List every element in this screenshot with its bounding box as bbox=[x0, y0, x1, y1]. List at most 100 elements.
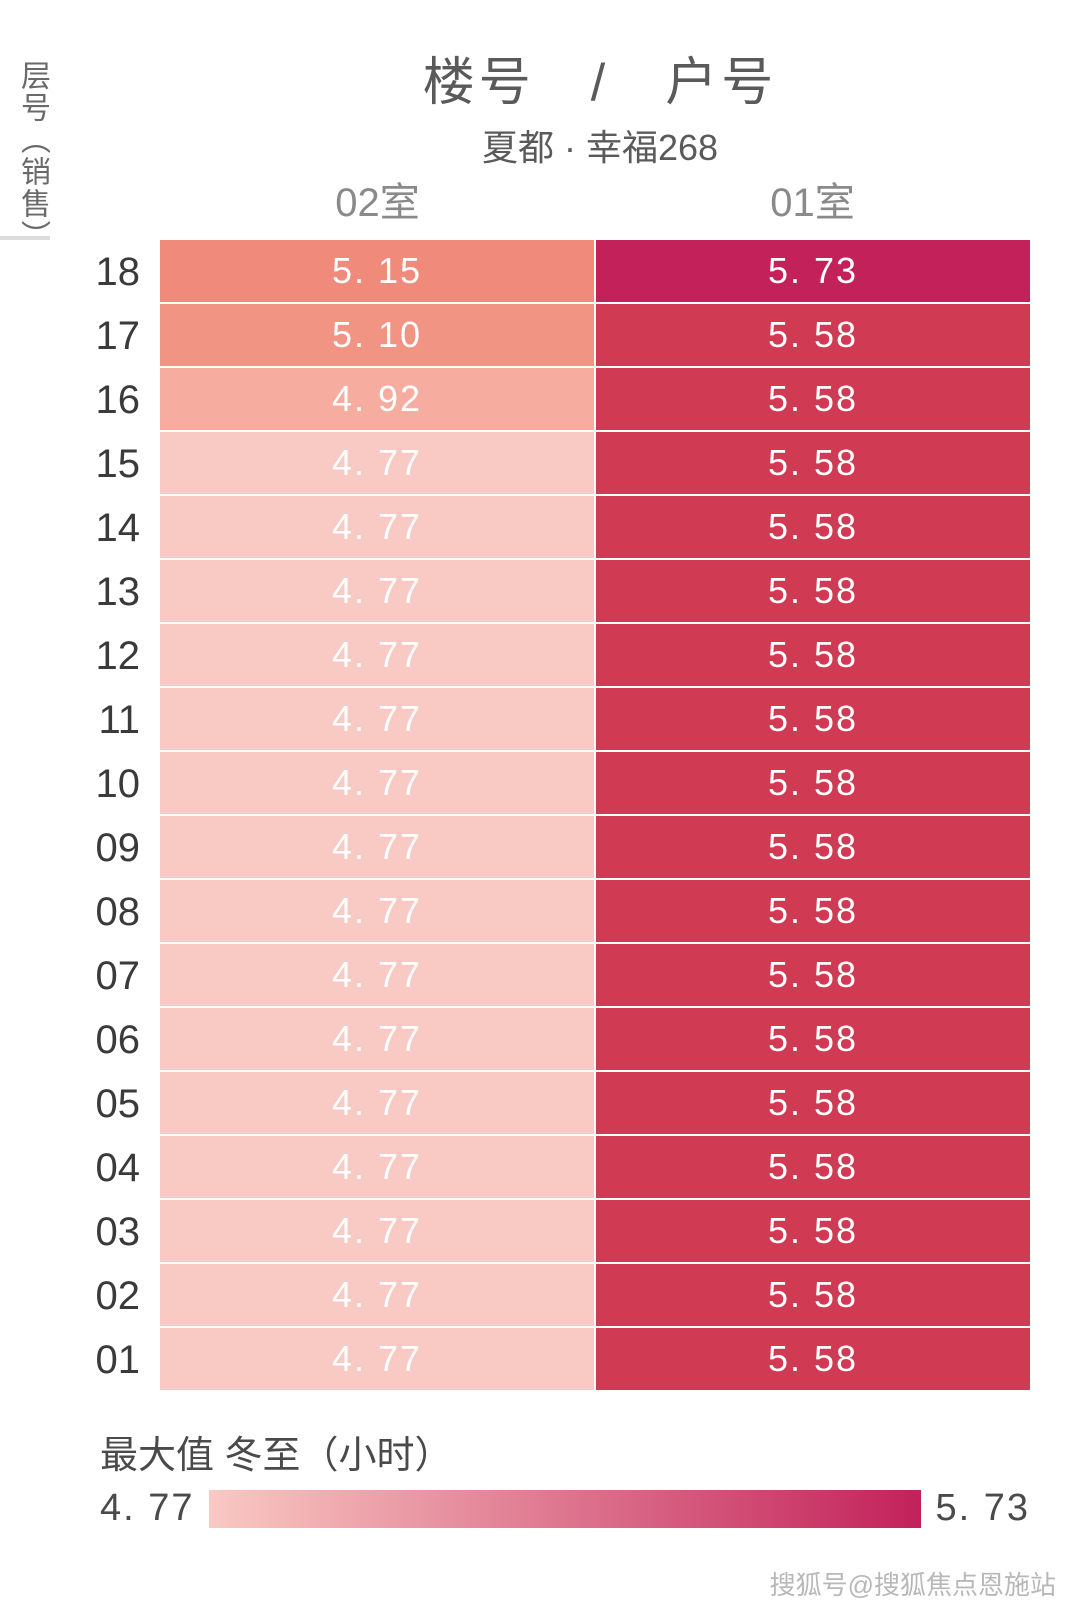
row-label: 15 bbox=[0, 432, 160, 496]
row-cells: 4. 775. 58 bbox=[160, 752, 1030, 816]
chart-subtitle: 夏都 · 幸福268 bbox=[160, 119, 1040, 171]
row-label: 13 bbox=[0, 560, 160, 624]
legend-title: 最大值 冬至（小时） bbox=[100, 1424, 1030, 1479]
row-label: 01 bbox=[0, 1328, 160, 1392]
row-cells: 5. 155. 73 bbox=[160, 240, 1030, 304]
row-label: 03 bbox=[0, 1200, 160, 1264]
row-cells: 4. 775. 58 bbox=[160, 496, 1030, 560]
row-cells: 4. 775. 58 bbox=[160, 944, 1030, 1008]
heatmap-cell: 5. 58 bbox=[596, 688, 1030, 752]
row-cells: 4. 775. 58 bbox=[160, 1264, 1030, 1328]
row-label: 17 bbox=[0, 304, 160, 368]
heatmap-cell: 4. 77 bbox=[160, 752, 594, 816]
heatmap-cell: 5. 58 bbox=[596, 944, 1030, 1008]
row-label: 12 bbox=[0, 624, 160, 688]
heatmap-row: 084. 775. 58 bbox=[0, 880, 1030, 944]
heatmap-cell: 5. 58 bbox=[596, 624, 1030, 688]
chart-header: 楼号 / 户号 夏都 · 幸福268 bbox=[160, 40, 1040, 171]
row-label: 04 bbox=[0, 1136, 160, 1200]
heatmap-cell: 4. 77 bbox=[160, 880, 594, 944]
heatmap-cell: 5. 58 bbox=[596, 368, 1030, 432]
heatmap-row: 185. 155. 73 bbox=[0, 240, 1030, 304]
row-cells: 5. 105. 58 bbox=[160, 304, 1030, 368]
row-cells: 4. 775. 58 bbox=[160, 688, 1030, 752]
heatmap-row: 014. 775. 58 bbox=[0, 1328, 1030, 1392]
row-cells: 4. 775. 58 bbox=[160, 432, 1030, 496]
heatmap-cell: 4. 77 bbox=[160, 1072, 594, 1136]
y-axis-label: 层号（销售） bbox=[10, 60, 54, 252]
heatmap-cell: 4. 92 bbox=[160, 368, 594, 432]
row-label: 14 bbox=[0, 496, 160, 560]
row-label: 05 bbox=[0, 1072, 160, 1136]
row-cells: 4. 775. 58 bbox=[160, 560, 1030, 624]
heatmap-cell: 4. 77 bbox=[160, 1136, 594, 1200]
heatmap-cell: 5. 58 bbox=[596, 816, 1030, 880]
heatmap-cell: 5. 15 bbox=[160, 240, 594, 304]
heatmap-row: 144. 775. 58 bbox=[0, 496, 1030, 560]
heatmap-cell: 5. 58 bbox=[596, 1200, 1030, 1264]
heatmap-row: 054. 775. 58 bbox=[0, 1072, 1030, 1136]
heatmap-cell: 5. 73 bbox=[596, 240, 1030, 304]
heatmap-cell: 4. 77 bbox=[160, 496, 594, 560]
heatmap-row: 044. 775. 58 bbox=[0, 1136, 1030, 1200]
column-header: 02室 bbox=[160, 170, 595, 228]
chart-title: 楼号 / 户号 bbox=[160, 40, 1040, 115]
heatmap-cell: 4. 77 bbox=[160, 816, 594, 880]
heatmap-row: 134. 775. 58 bbox=[0, 560, 1030, 624]
row-cells: 4. 775. 58 bbox=[160, 1136, 1030, 1200]
heatmap-cell: 4. 77 bbox=[160, 944, 594, 1008]
column-headers: 02室 01室 bbox=[160, 170, 1030, 228]
legend-max-label: 5. 73 bbox=[935, 1487, 1030, 1530]
heatmap-row: 154. 775. 58 bbox=[0, 432, 1030, 496]
heatmap-cell: 4. 77 bbox=[160, 560, 594, 624]
heatmap-row: 114. 775. 58 bbox=[0, 688, 1030, 752]
heatmap-row: 034. 775. 58 bbox=[0, 1200, 1030, 1264]
heatmap-row: 064. 775. 58 bbox=[0, 1008, 1030, 1072]
heatmap-cell: 5. 58 bbox=[596, 1136, 1030, 1200]
heatmap-cell: 5. 58 bbox=[596, 880, 1030, 944]
heatmap-cell: 4. 77 bbox=[160, 1328, 594, 1392]
heatmap-row: 074. 775. 58 bbox=[0, 944, 1030, 1008]
legend-gradient-bar bbox=[209, 1490, 922, 1528]
row-label: 09 bbox=[0, 816, 160, 880]
heatmap-cell: 5. 58 bbox=[596, 496, 1030, 560]
heatmap-row: 104. 775. 58 bbox=[0, 752, 1030, 816]
legend-min-label: 4. 77 bbox=[100, 1487, 195, 1530]
heatmap-cell: 5. 10 bbox=[160, 304, 594, 368]
heatmap-row: 124. 775. 58 bbox=[0, 624, 1030, 688]
heatmap-cell: 5. 58 bbox=[596, 560, 1030, 624]
heatmap-row: 164. 925. 58 bbox=[0, 368, 1030, 432]
heatmap-cell: 5. 58 bbox=[596, 1328, 1030, 1392]
heatmap-cell: 4. 77 bbox=[160, 1008, 594, 1072]
row-cells: 4. 775. 58 bbox=[160, 1072, 1030, 1136]
legend-scale: 4. 77 5. 73 bbox=[100, 1487, 1030, 1530]
heatmap-cell: 4. 77 bbox=[160, 1264, 594, 1328]
watermark-text: 搜狐号@搜狐焦点恩施站 bbox=[770, 1565, 1056, 1602]
row-cells: 4. 775. 58 bbox=[160, 1328, 1030, 1392]
heatmap-row: 094. 775. 58 bbox=[0, 816, 1030, 880]
heatmap-cell: 5. 58 bbox=[596, 1072, 1030, 1136]
heatmap-cell: 5. 58 bbox=[596, 1264, 1030, 1328]
heatmap-cell: 4. 77 bbox=[160, 688, 594, 752]
row-label: 18 bbox=[0, 240, 160, 304]
row-cells: 4. 925. 58 bbox=[160, 368, 1030, 432]
legend: 最大值 冬至（小时） 4. 77 5. 73 bbox=[100, 1424, 1030, 1530]
row-label: 10 bbox=[0, 752, 160, 816]
heatmap-cell: 5. 58 bbox=[596, 304, 1030, 368]
row-label: 11 bbox=[0, 688, 160, 752]
heatmap-row: 024. 775. 58 bbox=[0, 1264, 1030, 1328]
row-label: 07 bbox=[0, 944, 160, 1008]
column-header: 01室 bbox=[595, 170, 1030, 228]
heatmap-body: 185. 155. 73175. 105. 58164. 925. 58154.… bbox=[0, 240, 1030, 1420]
heatmap-cell: 5. 58 bbox=[596, 1008, 1030, 1072]
row-label: 16 bbox=[0, 368, 160, 432]
row-label: 02 bbox=[0, 1264, 160, 1328]
row-cells: 4. 775. 58 bbox=[160, 624, 1030, 688]
row-cells: 4. 775. 58 bbox=[160, 816, 1030, 880]
row-label: 06 bbox=[0, 1008, 160, 1072]
row-cells: 4. 775. 58 bbox=[160, 880, 1030, 944]
row-cells: 4. 775. 58 bbox=[160, 1200, 1030, 1264]
row-cells: 4. 775. 58 bbox=[160, 1008, 1030, 1072]
heatmap-cell: 4. 77 bbox=[160, 624, 594, 688]
heatmap-cell: 4. 77 bbox=[160, 1200, 594, 1264]
